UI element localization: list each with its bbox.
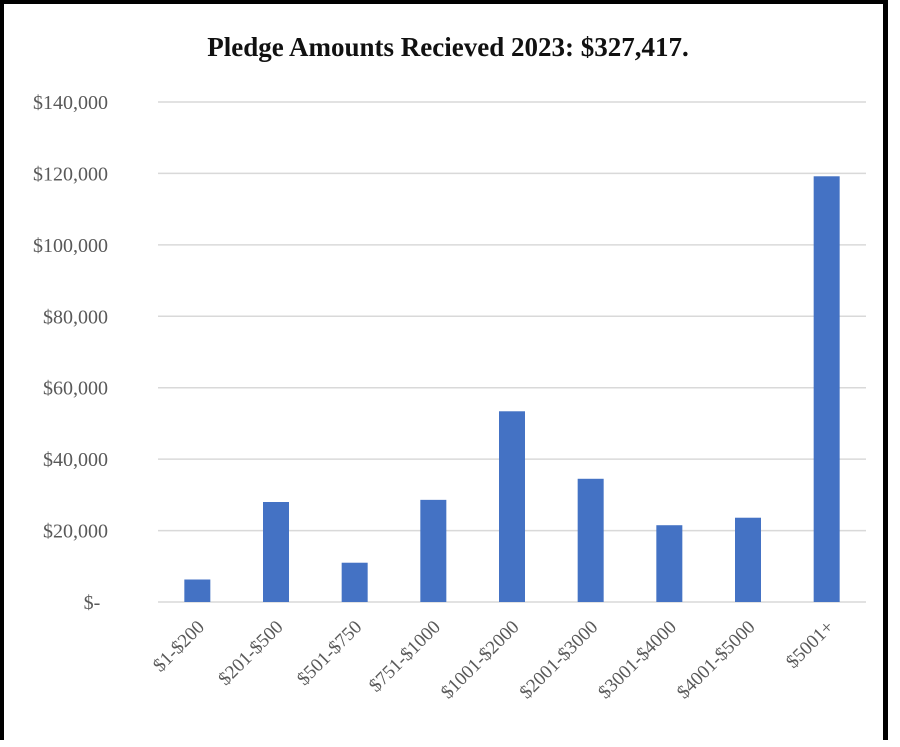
x-tick-label: $2001-$3000 <box>516 617 602 703</box>
x-tick-label: $4001-$5000 <box>673 617 759 703</box>
bar <box>813 176 840 603</box>
y-tick-label: $80,000 <box>43 306 108 328</box>
bars <box>184 176 840 603</box>
chart-title: Pledge Amounts Recieved 2023: $327,417. <box>207 32 689 62</box>
bar <box>263 502 289 602</box>
y-tick-label: $40,000 <box>43 449 108 471</box>
y-tick-label: $20,000 <box>43 521 108 543</box>
bar <box>420 499 447 602</box>
bar <box>341 562 368 602</box>
chart-frame: Pledge Amounts Recieved 2023: $327,417. <box>0 0 888 740</box>
y-tick-label: $100,000 <box>33 235 108 257</box>
x-tick-label: $201-$500 <box>214 617 287 690</box>
x-tick-label: $3001-$4000 <box>594 617 680 703</box>
y-tick-label: $120,000 <box>33 163 108 185</box>
bar <box>499 411 525 602</box>
bar <box>735 517 761 602</box>
x-axis-ticks: $1-$200 $201-$500 $501-$750$751-$1000$1001… <box>149 617 838 703</box>
y-axis-ticks: $- $20,000 $40,000 $60,000 $80,000 $100,000 $1… <box>33 92 108 614</box>
x-tick-label: $751-$1000 <box>365 617 445 697</box>
bar <box>184 579 211 602</box>
x-tick-label: $1001-$2000 <box>437 617 523 703</box>
y-tick-label: $60,000 <box>43 378 108 400</box>
x-tick-label: $5001+ <box>782 617 838 673</box>
x-tick-label: $1-$200 <box>149 617 209 677</box>
bar <box>656 525 683 602</box>
y-tick-label: $140,000 <box>33 92 108 114</box>
x-tick-label: $501-$750 <box>293 617 366 690</box>
bar <box>577 478 604 602</box>
y-tick-label: $- <box>84 592 101 614</box>
